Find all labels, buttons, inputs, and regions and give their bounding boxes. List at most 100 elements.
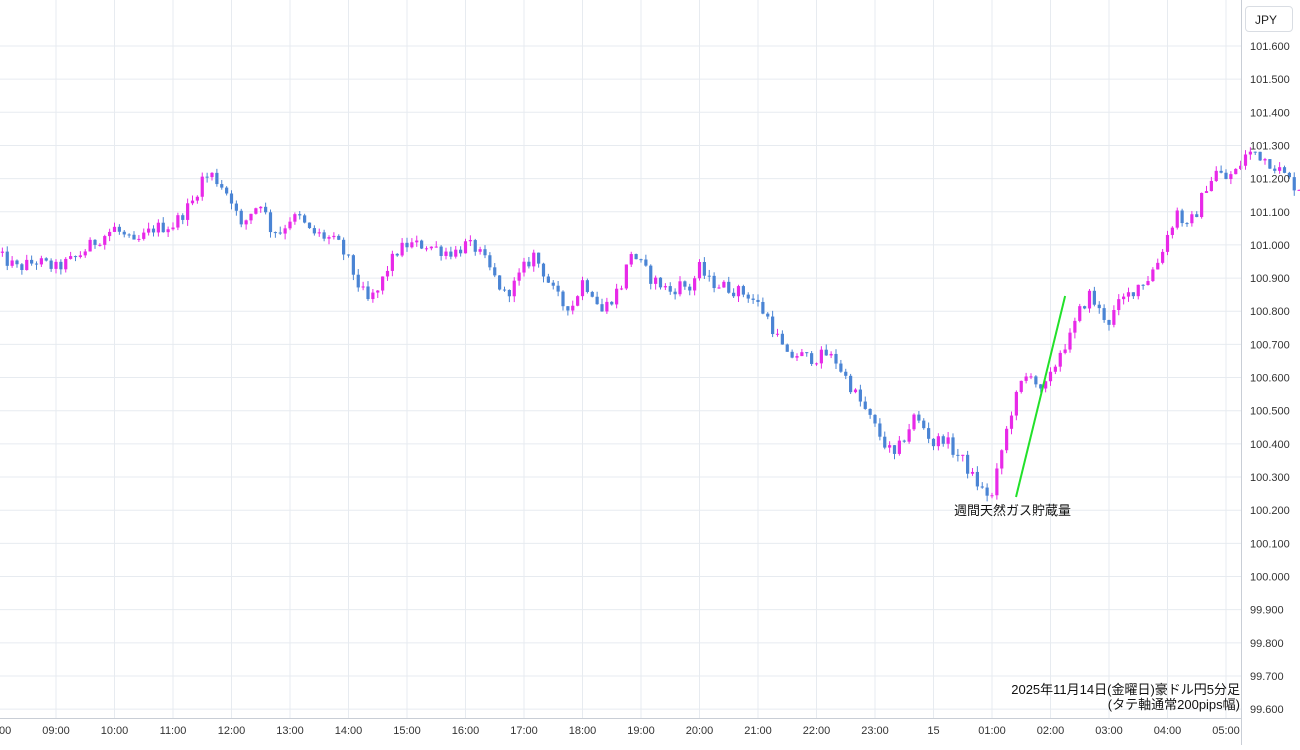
x-tick-label: 18:00 (569, 725, 597, 737)
y-tick-label: 100.000 (1250, 572, 1290, 584)
candle-body (610, 301, 614, 305)
candle-body (571, 305, 575, 311)
candle-body (517, 272, 521, 281)
candle-body (556, 285, 560, 292)
candle-body (15, 260, 19, 265)
candle-body (298, 214, 302, 216)
candle-body (137, 238, 141, 240)
candle-body (1190, 214, 1194, 224)
candle-body (439, 246, 443, 256)
candle-body (463, 241, 468, 254)
candle-body (20, 264, 24, 271)
candle-body (459, 249, 463, 254)
y-tick-label: 100.800 (1250, 306, 1290, 318)
candle-body (975, 471, 979, 487)
candle-body (1248, 151, 1252, 155)
currency-label[interactable]: JPY (1245, 6, 1293, 32)
candle-body (390, 253, 394, 271)
candle-body (707, 275, 711, 277)
candle-body (332, 235, 336, 238)
candle-body (546, 276, 550, 283)
candle-body (624, 264, 628, 289)
candle-body (327, 237, 331, 239)
candle-body (736, 286, 741, 297)
chart-caption-line2: (タテ軸通常200pips幅) (1107, 697, 1240, 712)
candle-body (912, 414, 916, 430)
candle-body (1117, 299, 1121, 311)
y-tick-label: 100.500 (1250, 406, 1290, 418)
candle-body (1000, 450, 1004, 469)
candle-body (225, 187, 229, 194)
x-tick-label: 17:00 (510, 725, 538, 737)
candle-body (317, 232, 321, 234)
x-tick-label: 08:00 (0, 725, 11, 737)
candle-body (156, 222, 160, 233)
candle-body (1044, 381, 1048, 389)
candle-body (410, 242, 414, 248)
candle-body (420, 240, 424, 249)
candle-body (1253, 151, 1257, 153)
candle-body (259, 206, 263, 209)
candle-body (663, 286, 667, 288)
candle-body (1073, 320, 1077, 333)
candle-body (892, 445, 897, 454)
candle-body (956, 454, 960, 456)
candle-body (73, 256, 78, 258)
y-tick-label: 101.000 (1250, 240, 1290, 252)
candle-body (1165, 234, 1170, 252)
x-tick-label: 04:00 (1154, 725, 1182, 737)
candle-body (78, 255, 82, 258)
candle-body (493, 267, 497, 276)
candle-body (1219, 170, 1223, 173)
candle-body (1009, 415, 1014, 429)
x-tick-label: 15:00 (393, 725, 421, 737)
candle-body (839, 363, 843, 372)
candle-body (1229, 174, 1233, 180)
candle-body (873, 414, 877, 424)
y-tick-label: 101.400 (1250, 107, 1290, 119)
candle-body (200, 176, 204, 197)
candle-body (346, 254, 351, 256)
candle-body (966, 454, 970, 474)
candle-body (312, 228, 316, 234)
y-tick-label: 99.800 (1250, 638, 1284, 650)
candle-body (780, 333, 784, 345)
candle-body (210, 172, 214, 178)
x-tick-label: 16:00 (452, 725, 480, 737)
candle-body (112, 226, 117, 232)
candle-body (600, 304, 604, 312)
candle-body (824, 349, 828, 356)
candle-body (254, 208, 258, 214)
candle-body (49, 260, 53, 269)
candle-body (717, 287, 721, 289)
candle-body (10, 260, 14, 266)
y-tick-label: 99.900 (1250, 605, 1284, 617)
y-tick-label: 100.200 (1250, 505, 1290, 517)
candle-body (400, 242, 404, 256)
candle-body (741, 286, 745, 295)
candle-body (444, 251, 448, 256)
candles (0, 147, 1300, 502)
candle-body (249, 213, 253, 221)
candle-body (0, 251, 4, 253)
y-tick-label: 100.900 (1250, 273, 1290, 285)
candle-body (30, 259, 34, 264)
candle-body (83, 251, 87, 256)
candle-body (381, 276, 385, 291)
candle-body (946, 437, 950, 444)
candle-body (454, 249, 458, 257)
x-tick-label: 15 (927, 725, 939, 737)
x-tick-label: 11:00 (160, 725, 187, 737)
candle-body (132, 234, 136, 240)
candle-body (1092, 290, 1096, 305)
candle-body (1263, 159, 1267, 161)
candle-body (1195, 214, 1199, 218)
chart-caption-line1: 2025年11月14日(金曜日)豪ドル円5分足 (1011, 682, 1240, 697)
candle-body (927, 428, 931, 439)
candle-body (795, 356, 799, 358)
candle-body (888, 445, 892, 448)
candle-body (810, 353, 814, 364)
candle-body (800, 352, 804, 357)
